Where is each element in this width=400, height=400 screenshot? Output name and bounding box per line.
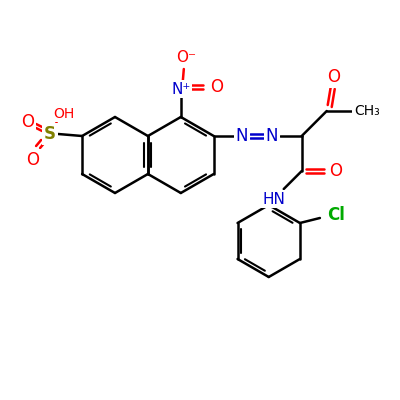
Text: O: O [22, 113, 34, 131]
Text: O: O [327, 68, 340, 86]
Text: HN: HN [262, 192, 285, 206]
Text: Cl: Cl [327, 206, 345, 224]
Text: N: N [266, 127, 278, 145]
Text: OH: OH [54, 107, 75, 121]
Text: N: N [236, 127, 248, 145]
Text: O⁻: O⁻ [176, 50, 196, 64]
Text: O: O [210, 78, 223, 96]
Text: CH₃: CH₃ [354, 104, 380, 118]
Text: N⁺: N⁺ [171, 82, 190, 96]
Text: O: O [26, 151, 40, 169]
Text: O: O [329, 162, 342, 180]
Text: S: S [44, 125, 56, 143]
